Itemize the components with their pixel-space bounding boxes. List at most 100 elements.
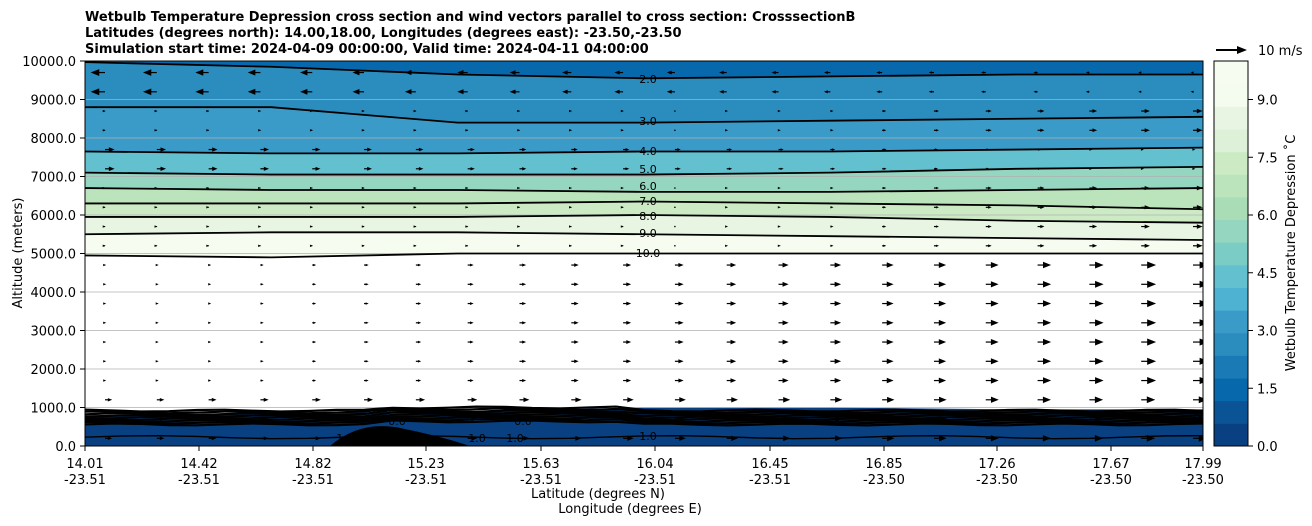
colorbar-segment (1214, 400, 1248, 424)
wind-vector-head (990, 338, 999, 346)
wind-vector-head (678, 262, 684, 268)
wind-vector-head (1199, 338, 1203, 346)
wind-vector-head (522, 359, 527, 363)
wind-vector-head (677, 148, 681, 151)
wind-vector-head (574, 263, 579, 267)
wind-vector-head (939, 435, 947, 442)
wind-vector-head (626, 282, 632, 287)
wind-vector-head (263, 166, 269, 171)
wind-vector-head (939, 416, 947, 423)
wind-vector-head (886, 377, 894, 384)
wind-vector-head (627, 416, 634, 422)
wind-vector-head (457, 89, 464, 95)
wind-vector-head (1196, 108, 1203, 114)
x-tick-label-lon: -23.50 (1182, 473, 1224, 488)
wind-vector-head (313, 302, 317, 305)
wind-vector-head (102, 109, 106, 113)
wind-vector-head (1198, 396, 1203, 404)
colorbar-segment (1214, 310, 1248, 334)
wind-vector-head (160, 147, 167, 152)
wind-vector-head (523, 416, 530, 422)
wind-vector-head (211, 417, 217, 421)
wind-vector-head (159, 436, 165, 441)
y-tick-label: 1000.0 (31, 402, 77, 417)
y-tick-label: 9000.0 (31, 94, 77, 109)
y-tick-label: 8000.0 (31, 132, 77, 147)
wind-vector-head (522, 282, 527, 286)
wind-vector-head (419, 436, 426, 441)
wind-vector-head (725, 244, 729, 247)
wind-vector-head (465, 244, 469, 247)
wind-vector-head (939, 396, 947, 403)
wind-vector (674, 225, 676, 228)
wind-vector-head (413, 244, 417, 247)
wind-vector-head (678, 359, 684, 364)
wind-vector-head (730, 262, 737, 268)
wind-vector-head (677, 167, 681, 171)
wind-vector-head (614, 70, 620, 75)
wind-vector-head (90, 88, 100, 96)
wind-vector-head (195, 69, 204, 76)
wind-vector-head (208, 360, 212, 363)
wind-vector-head (90, 69, 100, 77)
wind-vector-head (990, 261, 999, 269)
wind-vector (674, 206, 676, 209)
x-tick-label-lon: -23.50 (863, 473, 905, 488)
wind-vector-head (313, 263, 317, 267)
wind-vector-head (1089, 167, 1093, 170)
wind-vector-head (470, 321, 474, 325)
wind-vector-head (155, 360, 159, 363)
wind-vector-head (1092, 243, 1098, 248)
wind-vector-head (730, 378, 737, 383)
colorbar-segment (1214, 61, 1248, 85)
wind-vector-head (782, 358, 789, 364)
wind-vector-head (771, 70, 776, 75)
wind-vector-head (1092, 205, 1098, 210)
wind-vector-head (1095, 280, 1104, 288)
x-tick-label-lat: 14.82 (294, 457, 331, 472)
wind-vector-head (777, 129, 781, 132)
wind-vector-head (1144, 108, 1150, 114)
wind-vector-head (1040, 244, 1045, 248)
wind-vector-head (365, 302, 369, 305)
y-tick-label: 10000.0 (22, 55, 76, 70)
wind-vector-head (103, 263, 107, 267)
wind-vector-head (1033, 71, 1037, 74)
wind-vector-head (457, 70, 464, 76)
wind-vector-head (1192, 148, 1196, 151)
colorbar-tick-label: 1.5 (1257, 382, 1278, 397)
wind-vector-head (1144, 128, 1150, 133)
wind-vector-head (522, 167, 527, 171)
wind-vector-head (569, 109, 573, 113)
wind-vector-head (1095, 377, 1104, 384)
wind-vector-head (990, 396, 999, 403)
wind-vector-head (247, 88, 256, 95)
wind-vector-head (367, 147, 372, 152)
colorbar-segment (1214, 378, 1248, 402)
wind-vector-head (417, 340, 422, 344)
wind-vector-head (212, 166, 218, 171)
wind-vector-head (1146, 396, 1156, 404)
wind-vector-head (523, 397, 530, 403)
wind-vector-head (212, 147, 218, 152)
wind-vector-head (154, 186, 158, 190)
wind-vector-head (730, 320, 737, 326)
wind-vector-head (263, 436, 269, 441)
wind-vector-head (1147, 280, 1157, 288)
wind-vector-head (574, 359, 579, 364)
wind-vector-head (1147, 299, 1157, 308)
wind-vector-head (988, 128, 992, 132)
wind-vector-head (1190, 71, 1194, 74)
wind-vector-head (103, 321, 107, 324)
wind-vector-head (938, 281, 947, 288)
wind-vector-head (883, 167, 887, 170)
wind-vector-head (1042, 338, 1052, 346)
wind-vector-head (730, 359, 737, 364)
wind-vector-head (206, 186, 210, 190)
wind-vector-head (830, 206, 834, 209)
wind-vector-head (404, 89, 412, 95)
wind-vector-head (108, 166, 115, 172)
wind-vector-head (935, 225, 939, 228)
